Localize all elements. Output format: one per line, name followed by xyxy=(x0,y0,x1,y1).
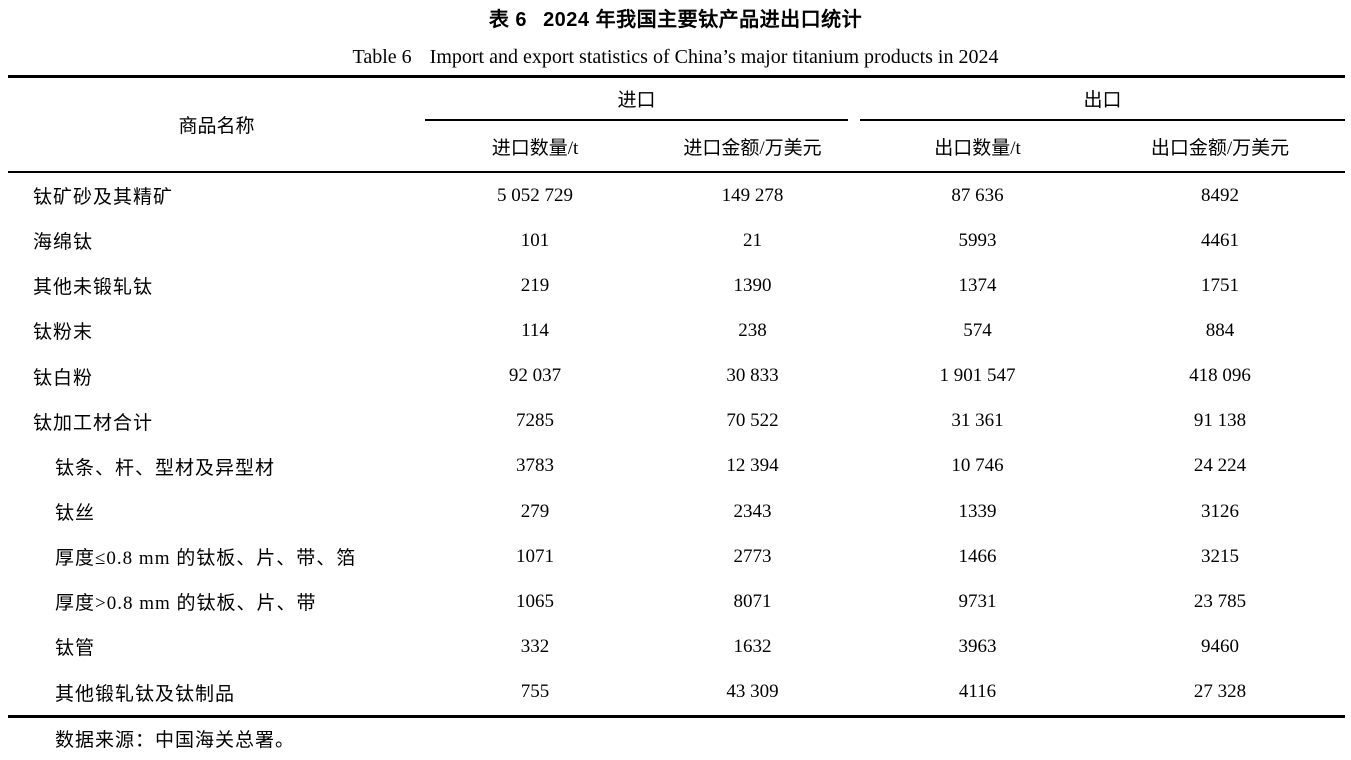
import-qty-value: 279 xyxy=(520,500,550,522)
import-amount-value: 2773 xyxy=(733,545,772,567)
import-amount-value: 12 394 xyxy=(726,455,779,477)
import-qty-value: 1065 xyxy=(516,590,554,612)
product-name: 厚度≤0.8 mm 的钛板、片、带、箔 xyxy=(55,548,357,570)
table-title-zh: 2024 年我国主要钛产品进出口统计 xyxy=(543,9,863,31)
export-qty-value: 31 361 xyxy=(951,410,1004,432)
export-amount-value: 8492 xyxy=(1201,184,1239,206)
import-amount-value: 8071 xyxy=(733,590,772,612)
import-qty-value: 114 xyxy=(521,319,549,341)
table-header: 商品名称 进口 出口 进口数量/t 进口金额/万美元 出口数量/t 出口金额/万… xyxy=(8,78,1345,173)
export-amount-value: 24 224 xyxy=(1193,455,1247,477)
export-qty-value: 3963 xyxy=(958,635,997,657)
import-qty-value: 219 xyxy=(520,274,550,296)
export-qty-value: 87 636 xyxy=(951,184,1004,206)
table-caption-zh: 表 6 2024 年我国主要钛产品进出口统计 xyxy=(0,0,1351,33)
export-amount-value: 91 138 xyxy=(1193,410,1247,432)
export-qty-value: 1466 xyxy=(958,545,997,567)
product-name: 钛管 xyxy=(55,638,96,660)
import-export-table: 商品名称 进口 出口 进口数量/t 进口金额/万美元 出口数量/t 出口金额/万… xyxy=(8,75,1345,718)
table-title-en: Import and export statistics of China’s … xyxy=(429,46,999,68)
table-number-zh: 表 6 xyxy=(488,9,528,31)
data-source-note: 数据来源：中国海关总署。 xyxy=(55,730,296,751)
table-row: 其他未锻轧钛 219 1390 1374 1751 xyxy=(8,263,1345,308)
product-name: 其他未锻轧钛 xyxy=(33,277,154,299)
table-row: 钛矿砂及其精矿 5 052 729 149 278 87 636 8492 xyxy=(8,173,1345,218)
import-qty-value: 755 xyxy=(520,681,550,703)
import-amount-value: 30 833 xyxy=(726,365,779,387)
product-name: 其他锻轧钛及钛制品 xyxy=(55,683,236,705)
product-name: 钛白粉 xyxy=(33,367,94,389)
product-name: 钛条、杆、型材及异型材 xyxy=(55,457,276,479)
import-qty-value: 92 037 xyxy=(508,365,562,387)
import-amount-value: 238 xyxy=(738,319,767,341)
export-qty-value: 10 746 xyxy=(951,455,1004,477)
import-qty-value: 3783 xyxy=(516,455,554,477)
table-caption-en: Table 6 Import and export statistics of C… xyxy=(0,33,1351,69)
import-amount-value: 1632 xyxy=(733,635,772,657)
table-row: 钛管 332 1632 3963 9460 xyxy=(8,624,1345,669)
table-number-en: Table 6 xyxy=(352,46,412,68)
product-name: 厚度>0.8 mm 的钛板、片、带 xyxy=(55,593,317,615)
export-qty-value: 5993 xyxy=(958,229,997,251)
export-qty-value: 1374 xyxy=(958,274,997,296)
column-group-import: 进口 xyxy=(425,78,848,121)
product-name: 海绵钛 xyxy=(33,232,94,254)
column-header-import-value: 进口金额/万美元 xyxy=(683,137,822,159)
export-amount-value: 4461 xyxy=(1201,229,1239,251)
table-body: 钛矿砂及其精矿 5 052 729 149 278 87 636 8492 海绵… xyxy=(8,173,1345,715)
export-amount-value: 27 328 xyxy=(1193,681,1247,703)
table-row: 钛条、杆、型材及异型材 3783 12 394 10 746 24 224 xyxy=(8,444,1345,489)
column-header-import-qty: 进口数量/t xyxy=(491,137,579,159)
import-amount-value: 149 278 xyxy=(721,184,784,206)
export-amount-value: 9460 xyxy=(1201,635,1239,657)
column-header-export-qty: 出口数量/t xyxy=(934,137,1021,159)
export-amount-value: 3215 xyxy=(1201,545,1239,567)
import-qty-value: 5 052 729 xyxy=(497,184,573,206)
table-row: 厚度≤0.8 mm 的钛板、片、带、箔 1071 2773 1466 3215 xyxy=(8,534,1345,579)
export-amount-value: 3126 xyxy=(1201,500,1239,522)
import-amount-value: 2343 xyxy=(733,500,772,522)
product-name: 钛矿砂及其精矿 xyxy=(33,187,174,209)
import-amount-value: 1390 xyxy=(733,274,772,296)
import-amount-value: 43 309 xyxy=(726,681,779,703)
table-row: 其他锻轧钛及钛制品 755 43 309 4116 27 328 xyxy=(8,670,1345,715)
product-name: 钛加工材合计 xyxy=(33,412,154,434)
export-amount-value: 884 xyxy=(1205,319,1235,341)
import-qty-value: 101 xyxy=(520,229,550,251)
export-qty-value: 574 xyxy=(963,319,992,341)
export-amount-value: 1751 xyxy=(1201,274,1239,296)
table-row: 钛粉末 114 238 574 884 xyxy=(8,308,1345,353)
export-qty-value: 4116 xyxy=(958,681,997,703)
export-amount-value: 418 096 xyxy=(1189,365,1251,387)
export-qty-value: 9731 xyxy=(958,590,997,612)
table-row: 钛丝 279 2343 1339 3126 xyxy=(8,489,1345,534)
import-qty-value: 7285 xyxy=(516,410,554,432)
export-qty-value: 1339 xyxy=(958,500,997,522)
import-qty-value: 332 xyxy=(520,635,550,657)
column-header-export-value: 出口金额/万美元 xyxy=(1150,137,1290,159)
column-group-export: 出口 xyxy=(860,78,1345,121)
import-amount-value: 21 xyxy=(743,229,762,251)
import-qty-value: 1071 xyxy=(516,545,554,567)
column-header-product: 商品名称 xyxy=(178,116,255,137)
table-row: 厚度>0.8 mm 的钛板、片、带 1065 8071 9731 23 785 xyxy=(8,579,1345,624)
product-name: 钛粉末 xyxy=(33,322,94,344)
export-amount-value: 23 785 xyxy=(1193,590,1247,612)
product-name: 钛丝 xyxy=(55,503,96,525)
import-amount-value: 70 522 xyxy=(726,410,779,432)
table-row: 钛加工材合计 7285 70 522 31 361 91 138 xyxy=(8,399,1345,444)
table-row: 海绵钛 101 21 5993 4461 xyxy=(8,218,1345,263)
export-qty-value: 1 901 547 xyxy=(939,365,1016,387)
table-row: 钛白粉 92 037 30 833 1 901 547 418 096 xyxy=(8,354,1345,399)
